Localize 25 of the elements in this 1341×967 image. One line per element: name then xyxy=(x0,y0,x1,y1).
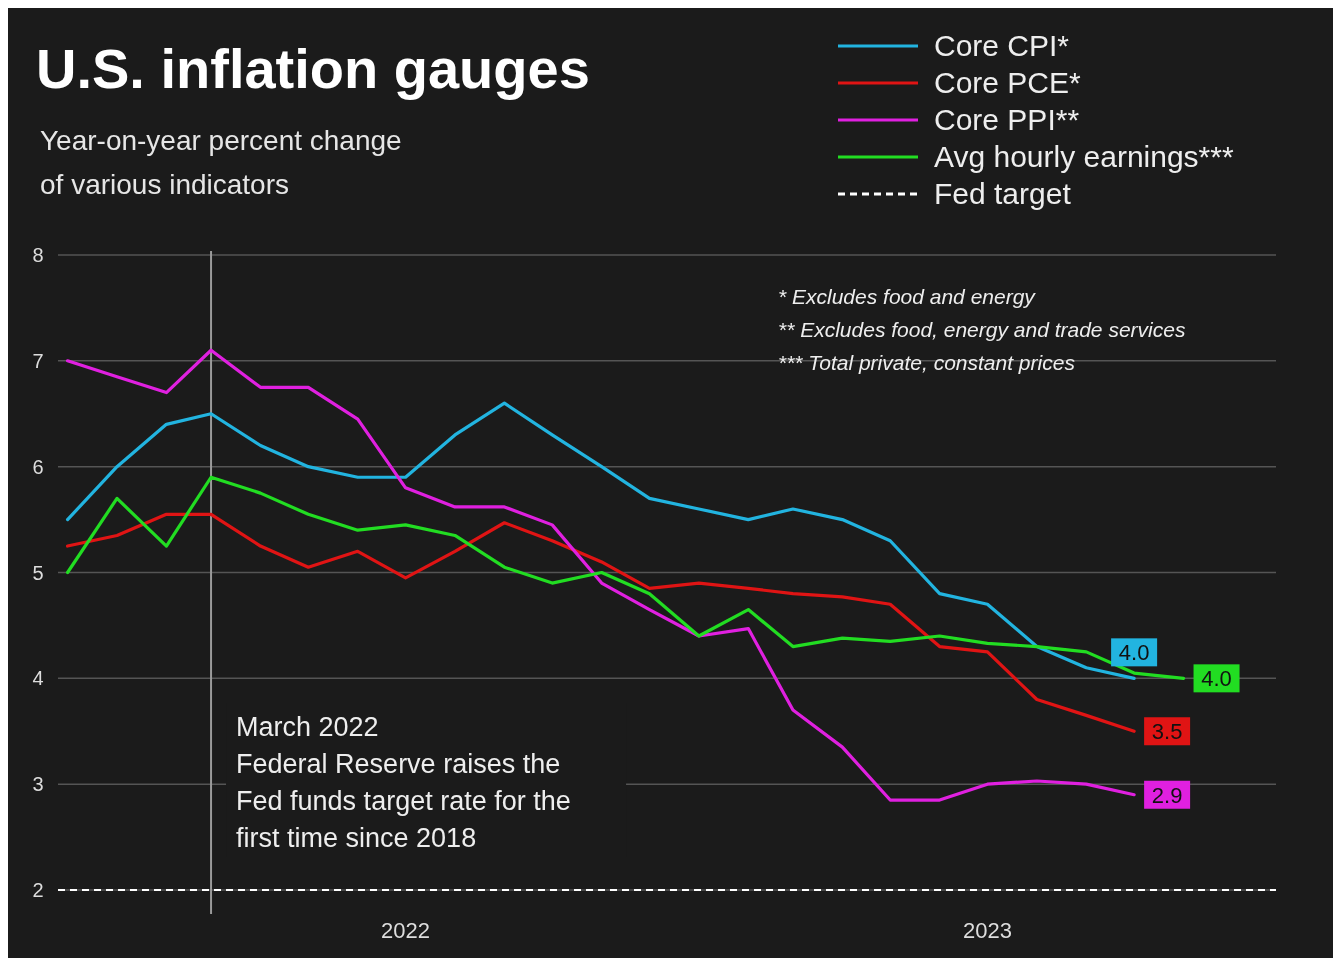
legend-label: Core PPI** xyxy=(934,103,1080,136)
y-tick-label: 7 xyxy=(32,349,44,372)
ref-line-label: March 2022 Federal Reserve raises the Fed funds target rate for the first time since 2018 xyxy=(236,712,571,853)
data-label: 4.0 xyxy=(1201,666,1232,692)
data-label: 2.9 xyxy=(1151,782,1183,808)
y-tick-label: 6 xyxy=(32,455,44,478)
x-tick-label: 2023 xyxy=(962,918,1012,943)
annotation: *** Total private, constant prices xyxy=(778,351,1076,374)
legend-label: Core CPI* xyxy=(934,29,1070,62)
chart-subtitle: Year-on-year percent change of various indicators xyxy=(40,125,402,200)
x-tick-label: 2022 xyxy=(381,918,431,943)
data-label: 3.5 xyxy=(1151,719,1183,745)
y-tick-label: 4 xyxy=(32,667,44,690)
line-series xyxy=(65,475,1186,680)
data-label: 4.0 xyxy=(1118,640,1150,666)
y-tick-label: 8 xyxy=(32,244,44,266)
legend-label: Avg hourly earnings*** xyxy=(934,140,1234,173)
legend-label: Fed target xyxy=(934,177,1072,210)
y-tick-label: 3 xyxy=(32,773,44,796)
annotation: * Excludes food and energy xyxy=(778,285,1037,308)
chart-title: U.S. inflation gauges xyxy=(36,37,590,100)
y-tick-label: 2 xyxy=(32,879,44,901)
legend-label: Core PCE* xyxy=(934,66,1082,99)
y-tick-label: 5 xyxy=(32,561,44,584)
annotation: ** Excludes food, energy and trade services xyxy=(778,318,1186,341)
